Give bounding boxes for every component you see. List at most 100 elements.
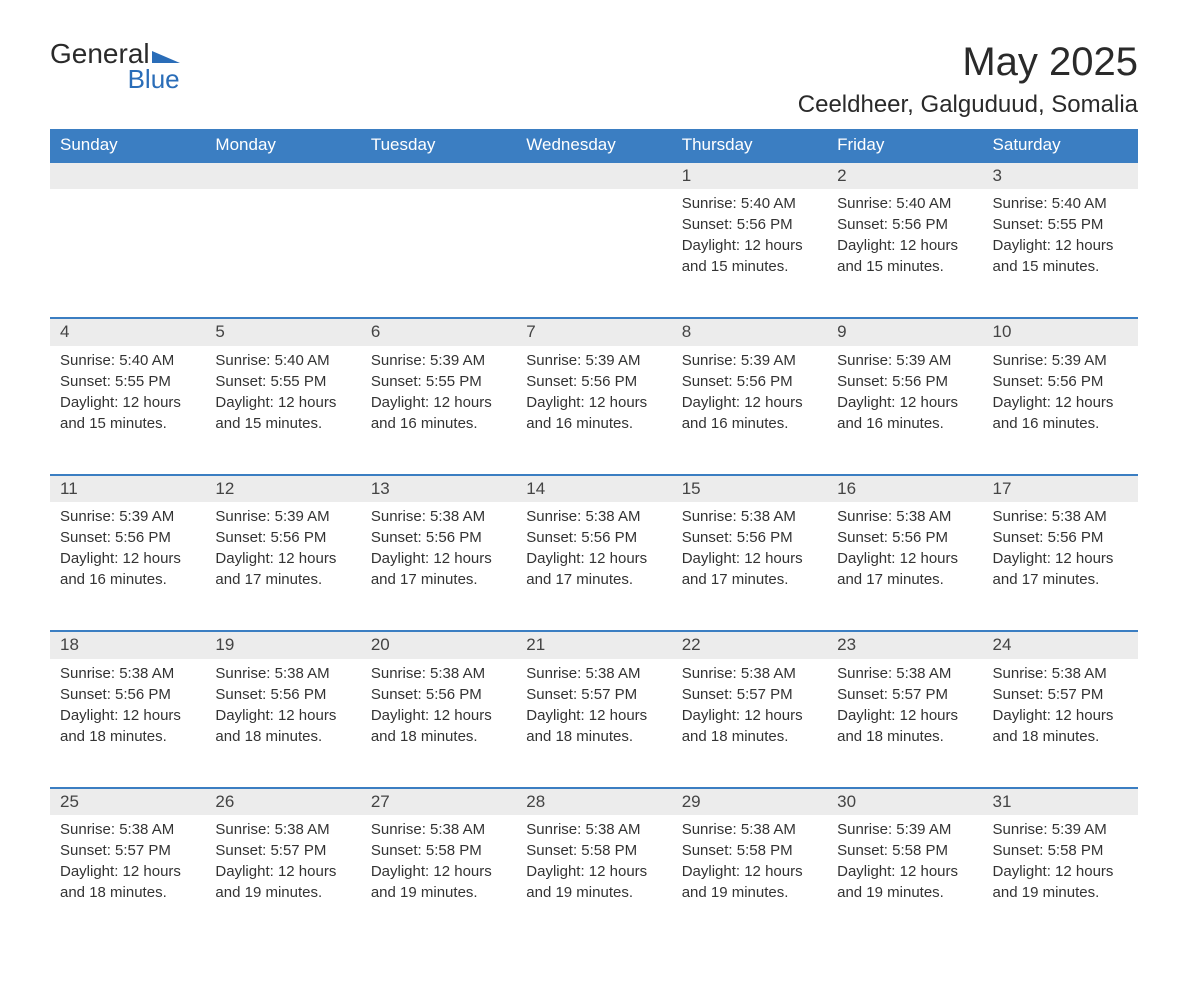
day-number	[361, 161, 516, 189]
day-content: Sunrise: 5:38 AMSunset: 5:56 PMDaylight:…	[672, 502, 827, 600]
sunrise-line: Sunrise: 5:39 AM	[682, 350, 817, 371]
day-content: Sunrise: 5:38 AMSunset: 5:58 PMDaylight:…	[672, 815, 827, 913]
day-number-cell: 7	[516, 317, 671, 345]
day-content: Sunrise: 5:40 AMSunset: 5:56 PMDaylight:…	[827, 189, 982, 287]
sunset-line: Sunset: 5:56 PM	[837, 527, 972, 548]
day-content-cell: Sunrise: 5:40 AMSunset: 5:56 PMDaylight:…	[672, 189, 827, 317]
daylight-line: Daylight: 12 hours and 17 minutes.	[993, 548, 1128, 590]
day-number-cell: 17	[983, 474, 1138, 502]
sunrise-line: Sunrise: 5:38 AM	[993, 506, 1128, 527]
sunrise-line: Sunrise: 5:38 AM	[526, 663, 661, 684]
daylight-line: Daylight: 12 hours and 15 minutes.	[60, 392, 195, 434]
day-number-cell	[50, 161, 205, 189]
day-number-cell: 5	[205, 317, 360, 345]
day-number	[50, 161, 205, 189]
sunset-line: Sunset: 5:57 PM	[215, 840, 350, 861]
sunrise-line: Sunrise: 5:38 AM	[837, 506, 972, 527]
daylight-line: Daylight: 12 hours and 15 minutes.	[682, 235, 817, 277]
day-number: 14	[516, 474, 671, 502]
sunrise-line: Sunrise: 5:38 AM	[837, 663, 972, 684]
day-content-cell: Sunrise: 5:39 AMSunset: 5:56 PMDaylight:…	[672, 346, 827, 474]
sunrise-line: Sunrise: 5:40 AM	[993, 193, 1128, 214]
daylight-line: Daylight: 12 hours and 17 minutes.	[371, 548, 506, 590]
day-content-cell	[361, 189, 516, 317]
sunset-line: Sunset: 5:56 PM	[371, 527, 506, 548]
sunset-line: Sunset: 5:55 PM	[993, 214, 1128, 235]
week-daynum-row: 25262728293031	[50, 787, 1138, 815]
day-number: 8	[672, 317, 827, 345]
day-number: 2	[827, 161, 982, 189]
day-number-cell: 29	[672, 787, 827, 815]
day-number: 7	[516, 317, 671, 345]
sunset-line: Sunset: 5:57 PM	[682, 684, 817, 705]
sunset-line: Sunset: 5:56 PM	[215, 527, 350, 548]
day-number-cell	[516, 161, 671, 189]
day-content: Sunrise: 5:39 AMSunset: 5:56 PMDaylight:…	[983, 346, 1138, 444]
sunset-line: Sunset: 5:57 PM	[526, 684, 661, 705]
day-content-cell: Sunrise: 5:38 AMSunset: 5:56 PMDaylight:…	[205, 659, 360, 787]
day-number: 18	[50, 630, 205, 658]
sunset-line: Sunset: 5:56 PM	[60, 684, 195, 705]
calendar-table: Sunday Monday Tuesday Wednesday Thursday…	[50, 129, 1138, 943]
day-number: 12	[205, 474, 360, 502]
sunrise-line: Sunrise: 5:38 AM	[682, 506, 817, 527]
day-content-cell: Sunrise: 5:38 AMSunset: 5:57 PMDaylight:…	[50, 815, 205, 943]
day-number: 25	[50, 787, 205, 815]
daylight-line: Daylight: 12 hours and 17 minutes.	[837, 548, 972, 590]
day-number	[205, 161, 360, 189]
week-content-row: Sunrise: 5:40 AMSunset: 5:55 PMDaylight:…	[50, 346, 1138, 474]
day-content: Sunrise: 5:40 AMSunset: 5:55 PMDaylight:…	[205, 346, 360, 444]
day-content-cell: Sunrise: 5:38 AMSunset: 5:57 PMDaylight:…	[672, 659, 827, 787]
day-content: Sunrise: 5:38 AMSunset: 5:57 PMDaylight:…	[205, 815, 360, 913]
sunrise-line: Sunrise: 5:40 AM	[837, 193, 972, 214]
logo-triangle-icon	[152, 51, 180, 63]
day-number: 23	[827, 630, 982, 658]
daylight-line: Daylight: 12 hours and 18 minutes.	[371, 705, 506, 747]
sunset-line: Sunset: 5:56 PM	[682, 527, 817, 548]
sunrise-line: Sunrise: 5:39 AM	[837, 819, 972, 840]
sunset-line: Sunset: 5:57 PM	[60, 840, 195, 861]
daylight-line: Daylight: 12 hours and 19 minutes.	[837, 861, 972, 903]
sunset-line: Sunset: 5:56 PM	[526, 371, 661, 392]
day-number: 22	[672, 630, 827, 658]
day-content	[361, 189, 516, 203]
weekday-monday: Monday	[205, 129, 360, 161]
sunset-line: Sunset: 5:55 PM	[371, 371, 506, 392]
day-number: 15	[672, 474, 827, 502]
daylight-line: Daylight: 12 hours and 19 minutes.	[371, 861, 506, 903]
day-content: Sunrise: 5:38 AMSunset: 5:58 PMDaylight:…	[361, 815, 516, 913]
day-number-cell: 18	[50, 630, 205, 658]
day-content: Sunrise: 5:38 AMSunset: 5:56 PMDaylight:…	[516, 502, 671, 600]
day-content: Sunrise: 5:40 AMSunset: 5:55 PMDaylight:…	[50, 346, 205, 444]
day-content: Sunrise: 5:38 AMSunset: 5:56 PMDaylight:…	[50, 659, 205, 757]
day-number-cell: 16	[827, 474, 982, 502]
week-content-row: Sunrise: 5:39 AMSunset: 5:56 PMDaylight:…	[50, 502, 1138, 630]
day-number-cell: 10	[983, 317, 1138, 345]
day-content-cell: Sunrise: 5:39 AMSunset: 5:58 PMDaylight:…	[983, 815, 1138, 943]
sunrise-line: Sunrise: 5:38 AM	[60, 819, 195, 840]
day-content-cell: Sunrise: 5:38 AMSunset: 5:57 PMDaylight:…	[983, 659, 1138, 787]
daylight-line: Daylight: 12 hours and 17 minutes.	[682, 548, 817, 590]
day-content-cell: Sunrise: 5:38 AMSunset: 5:57 PMDaylight:…	[516, 659, 671, 787]
week-content-row: Sunrise: 5:40 AMSunset: 5:56 PMDaylight:…	[50, 189, 1138, 317]
day-number-cell: 21	[516, 630, 671, 658]
day-content: Sunrise: 5:38 AMSunset: 5:56 PMDaylight:…	[361, 659, 516, 757]
weekday-header-row: Sunday Monday Tuesday Wednesday Thursday…	[50, 129, 1138, 161]
sunrise-line: Sunrise: 5:40 AM	[682, 193, 817, 214]
day-content: Sunrise: 5:39 AMSunset: 5:55 PMDaylight:…	[361, 346, 516, 444]
weekday-wednesday: Wednesday	[516, 129, 671, 161]
sunset-line: Sunset: 5:56 PM	[215, 684, 350, 705]
day-content-cell: Sunrise: 5:38 AMSunset: 5:56 PMDaylight:…	[827, 502, 982, 630]
day-content-cell: Sunrise: 5:39 AMSunset: 5:56 PMDaylight:…	[983, 346, 1138, 474]
day-number: 19	[205, 630, 360, 658]
day-number-cell: 25	[50, 787, 205, 815]
day-content: Sunrise: 5:38 AMSunset: 5:57 PMDaylight:…	[516, 659, 671, 757]
day-number: 1	[672, 161, 827, 189]
day-number-cell: 2	[827, 161, 982, 189]
day-content: Sunrise: 5:38 AMSunset: 5:58 PMDaylight:…	[516, 815, 671, 913]
sunset-line: Sunset: 5:58 PM	[526, 840, 661, 861]
day-content-cell: Sunrise: 5:38 AMSunset: 5:57 PMDaylight:…	[827, 659, 982, 787]
day-content-cell: Sunrise: 5:39 AMSunset: 5:56 PMDaylight:…	[205, 502, 360, 630]
daylight-line: Daylight: 12 hours and 18 minutes.	[682, 705, 817, 747]
day-number: 28	[516, 787, 671, 815]
